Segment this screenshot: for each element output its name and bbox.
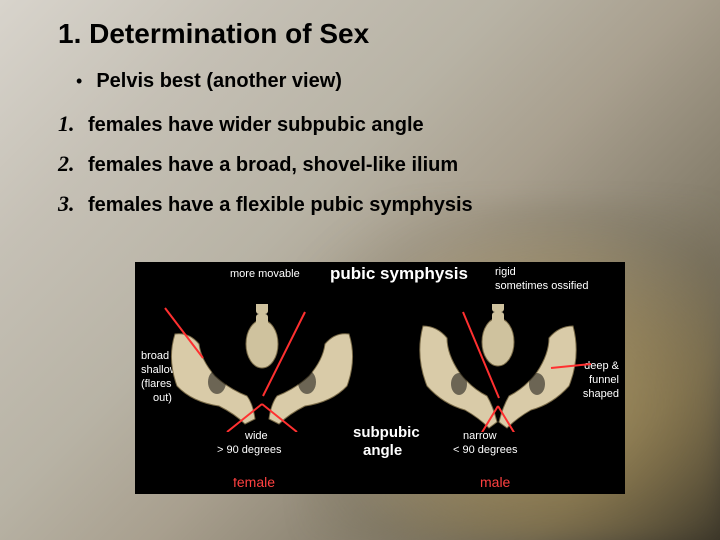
- male-pelvis-icon: [393, 304, 603, 432]
- ann-sometimes-ossified: sometimes ossified: [495, 280, 589, 293]
- bullet-text: Pelvis best (another view): [96, 70, 342, 93]
- overlay-3: 3.: [347, 284, 364, 310]
- item-text: females have a broad, shovel-like ilium: [88, 154, 458, 177]
- ann-rigid: rigid: [495, 266, 516, 279]
- overlay-2-right: 2.: [597, 284, 614, 310]
- female-pelvis-icon: [157, 304, 367, 432]
- slide-title: 1. Determination of Sex: [58, 18, 680, 50]
- overlay-2-left: 2.: [165, 282, 182, 308]
- ann-pubic-symphysis: pubic symphysis: [330, 264, 468, 284]
- list-item: 3. females have a flexible pubic symphys…: [58, 191, 680, 217]
- item-text: females have a flexible pubic symphysis: [88, 194, 473, 217]
- slide-content: 1. Determination of Sex • Pelvis best (a…: [0, 0, 720, 217]
- item-number: 2.: [58, 151, 88, 177]
- pelvis-diagram: more movable pubic symphysis rigid somet…: [135, 262, 625, 494]
- bullet-item: • Pelvis best (another view): [58, 70, 680, 93]
- overlay-1-right: 1.: [481, 454, 498, 480]
- diagram-container: more movable pubic symphysis rigid somet…: [135, 262, 625, 494]
- item-text: females have wider subpubic angle: [88, 114, 424, 137]
- list-item: 2. females have a broad, shovel-like ili…: [58, 151, 680, 177]
- item-number: 3.: [58, 191, 88, 217]
- item-number: 1.: [58, 111, 88, 137]
- ann-gt90: > 90 degrees: [217, 444, 282, 457]
- list-item: 1. females have wider subpubic angle: [58, 111, 680, 137]
- ann-more-movable: more movable: [230, 268, 300, 281]
- bullet-dot-icon: •: [76, 71, 82, 92]
- overlay-1-left: 1.: [229, 458, 246, 484]
- ann-angle: angle: [363, 442, 402, 459]
